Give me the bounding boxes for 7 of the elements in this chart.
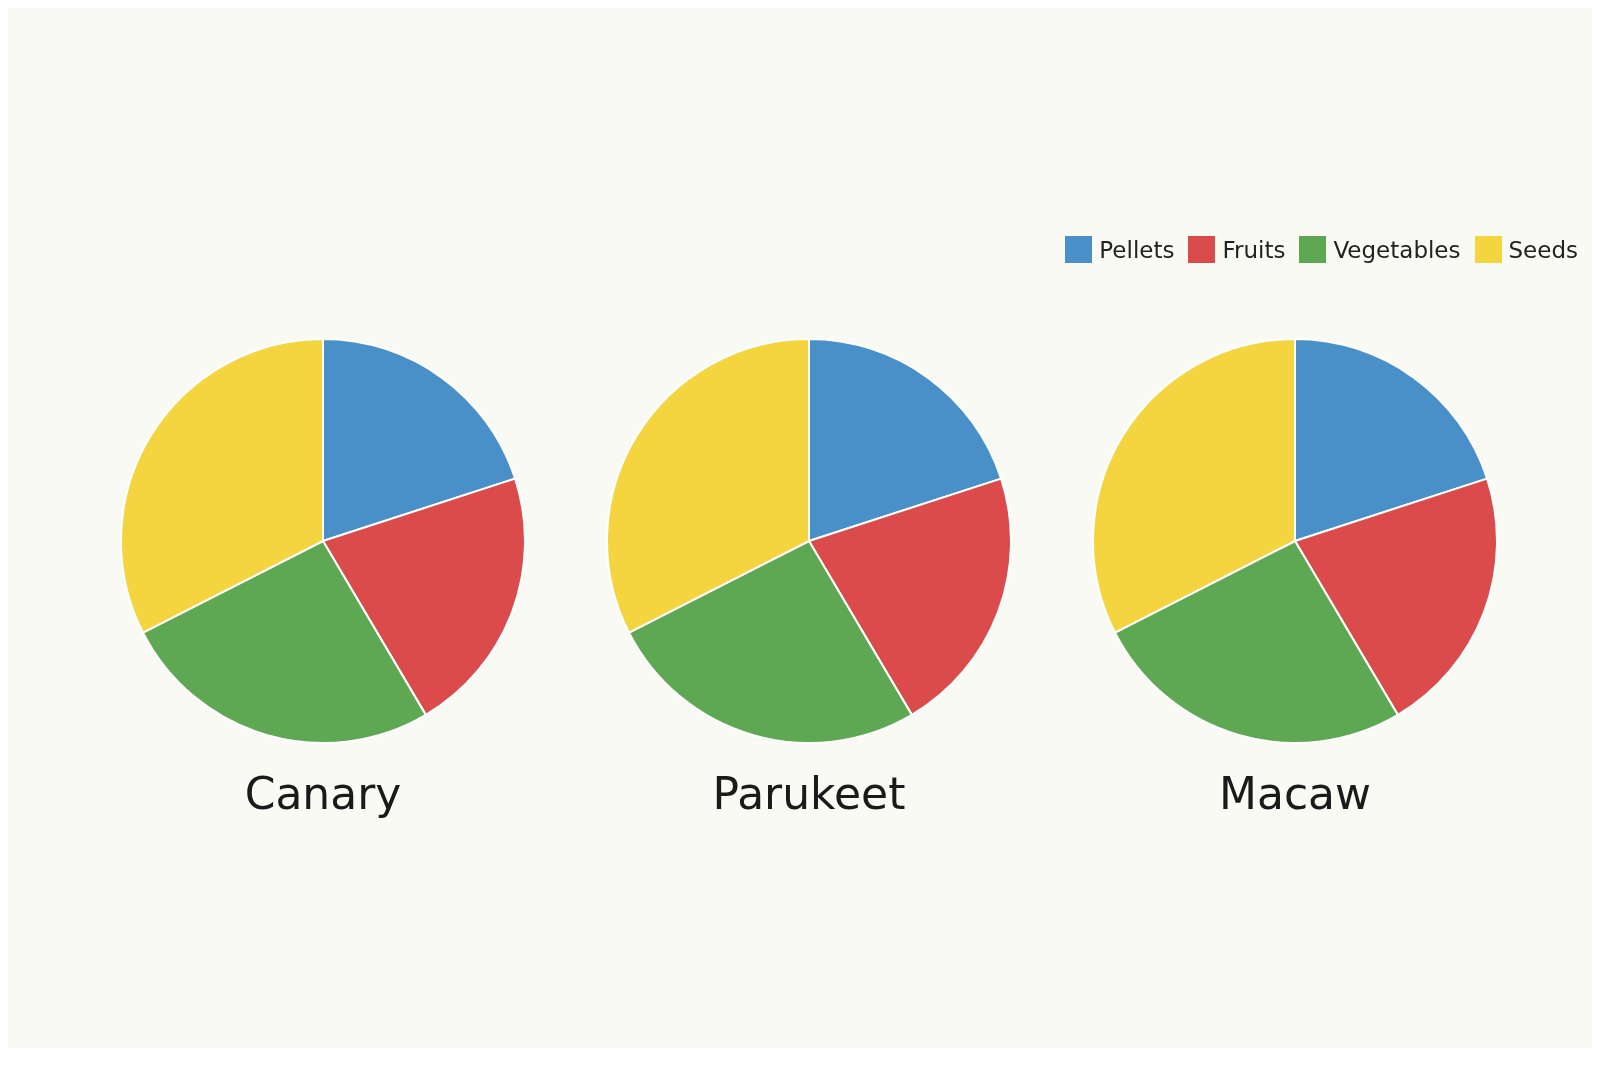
text: Macaw xyxy=(1217,768,1373,819)
text: Canary xyxy=(243,768,403,819)
legend-label: Vegetables xyxy=(1333,236,1461,263)
legend-label: Pellets xyxy=(1099,236,1175,263)
legend-label: Fruits xyxy=(1222,236,1286,263)
text: Parukeet xyxy=(711,768,907,819)
legend-label: Seeds xyxy=(1508,236,1578,263)
